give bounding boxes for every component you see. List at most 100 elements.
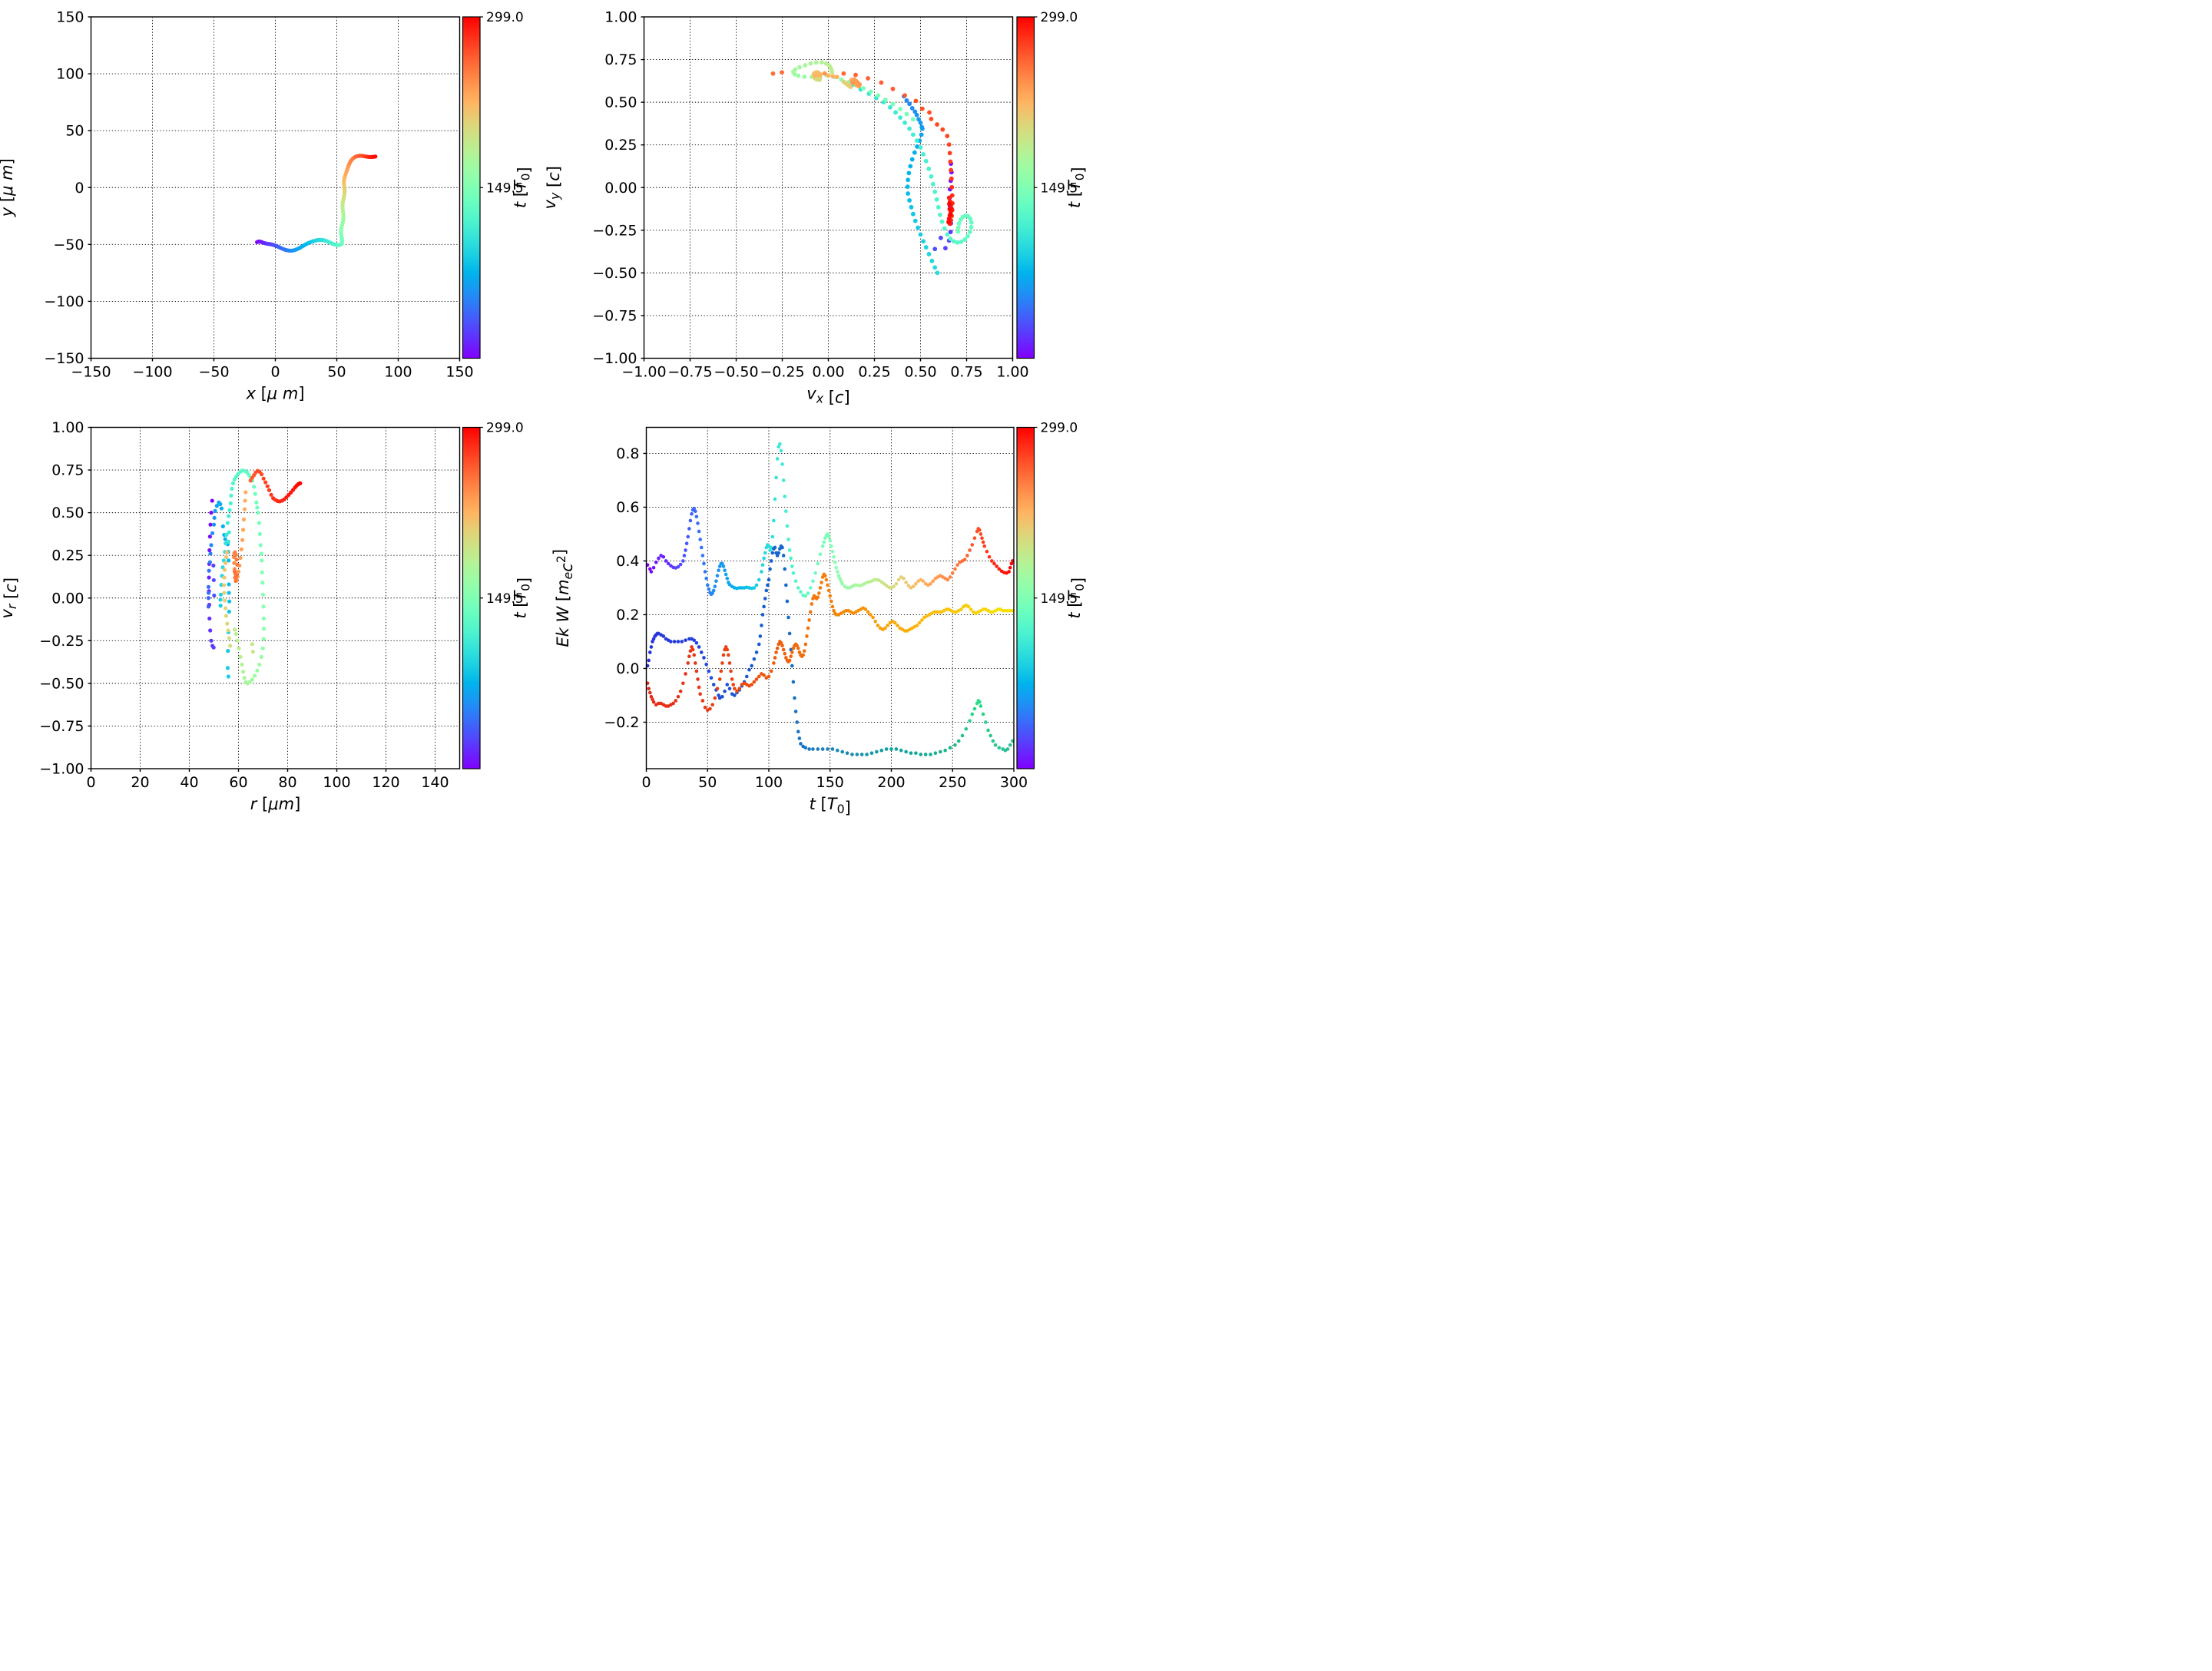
data-point [238, 654, 243, 660]
data-point [725, 576, 730, 581]
x-tick-label: −0.25 [760, 364, 804, 381]
data-point [789, 654, 793, 658]
data-point [888, 104, 892, 110]
data-point [844, 608, 848, 613]
data-point [208, 551, 213, 556]
data-point [793, 710, 798, 713]
series-7 [231, 490, 248, 584]
data-point [666, 561, 671, 566]
colorbar-axis-label: t [T0] [512, 577, 534, 619]
data-point [687, 637, 691, 641]
series-3 [824, 73, 916, 122]
data-point [227, 514, 231, 518]
data-point [1007, 570, 1011, 574]
y-tick-label: 0.25 [604, 137, 637, 154]
data-point [224, 550, 230, 554]
data-point [265, 484, 270, 488]
data-point [227, 636, 231, 640]
data-point [694, 669, 699, 673]
data-point [779, 640, 783, 645]
colorbar-tick-label: 149.5 [1041, 591, 1078, 607]
data-point [912, 150, 917, 155]
data-point [757, 642, 761, 647]
data-point [934, 197, 939, 202]
series-0 [645, 442, 1015, 598]
panel-r-vr-phase: 0 20 40 60 80 100 120 140 1.00 0.75 0.50 0.25 0.00 −0… [0, 419, 534, 813]
data-point [672, 640, 677, 644]
data-point [946, 216, 952, 221]
ticks: −150 −100 −50 0 50 100 150 150 100 50 0 −50 −100 −150 [44, 9, 473, 381]
series-2 [645, 572, 1015, 712]
data-point [760, 624, 763, 627]
data-point [220, 524, 225, 529]
data-point [681, 559, 685, 563]
colorbar-tick-label: 299.0 [1041, 421, 1078, 436]
data-point [727, 687, 732, 690]
data-point [929, 581, 932, 586]
data-point [923, 158, 929, 164]
data-point [906, 584, 911, 587]
data-point [930, 181, 935, 187]
x-tick-label: 0 [641, 774, 651, 791]
data-point [235, 638, 240, 643]
data-point [227, 609, 231, 614]
x-tick-label: 0.00 [812, 364, 844, 381]
data-point [997, 567, 1002, 571]
data-point [832, 554, 836, 559]
data-point [250, 650, 255, 654]
data-point [261, 616, 266, 621]
data-point [894, 747, 899, 751]
data-point [949, 167, 953, 173]
data-point [904, 749, 908, 754]
data-point [796, 73, 801, 78]
data-point [708, 706, 712, 711]
y-tick-label: −0.25 [39, 633, 84, 650]
data-point [909, 751, 913, 755]
data-point [237, 646, 241, 650]
data-point [257, 531, 262, 537]
data-point [258, 543, 263, 548]
data-point [207, 568, 211, 573]
data-point [832, 608, 836, 613]
data-point [649, 694, 654, 699]
data-point [768, 567, 772, 571]
data-point [929, 753, 932, 756]
data-point [212, 515, 217, 520]
data-point [733, 693, 737, 697]
colorbar-tick-label: 299.0 [486, 10, 524, 25]
data-point [253, 673, 257, 678]
data-point [210, 498, 214, 503]
data-point [916, 225, 921, 230]
data-point [824, 577, 829, 582]
data-point [235, 562, 240, 567]
data-point [946, 220, 951, 225]
data-point [227, 582, 231, 587]
data-point [830, 544, 833, 548]
data-point [951, 239, 956, 244]
data-point [826, 532, 830, 536]
data-point [783, 495, 787, 498]
y-tick-label: −0.2 [604, 714, 639, 731]
data-point [207, 575, 211, 580]
data-point [781, 478, 786, 482]
data-point [232, 569, 237, 574]
data-point [227, 591, 231, 595]
y-tick-label: 0.25 [51, 548, 84, 564]
data-point [694, 515, 699, 518]
data-point [218, 592, 224, 597]
series [206, 468, 303, 686]
data-point [711, 588, 716, 593]
data-point [758, 634, 763, 638]
data-point [752, 657, 757, 661]
data-point [830, 74, 836, 79]
data-point [935, 122, 939, 127]
data-point [796, 730, 800, 733]
x-tick-label: 50 [698, 774, 717, 791]
y-tick-label: 0.8 [616, 445, 639, 462]
data-point [892, 620, 897, 625]
data-point [826, 583, 830, 587]
data-point [257, 662, 262, 667]
data-point [713, 584, 717, 588]
data-point [227, 508, 232, 512]
data-point [649, 645, 654, 649]
